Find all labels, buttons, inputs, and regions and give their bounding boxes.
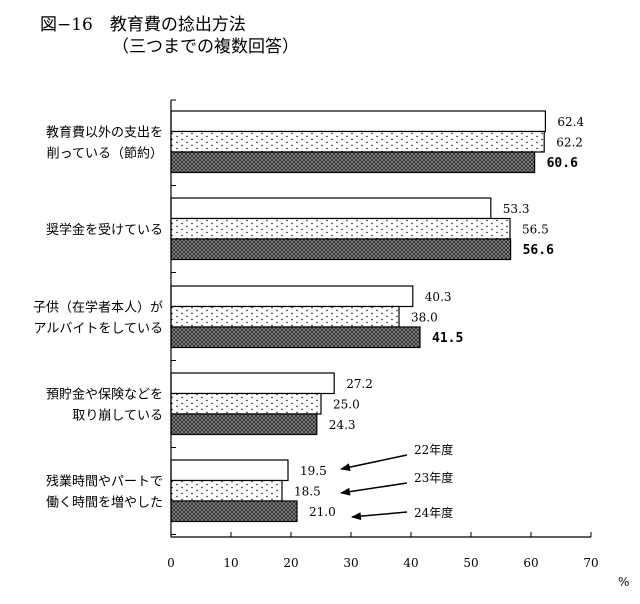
data-label: 56.6 [523, 243, 554, 258]
data-label: 25.0 [333, 397, 360, 411]
legend-entry: 22年度 [414, 442, 453, 457]
chart-subtitle: （三つまでの複数回答） [112, 37, 299, 57]
x-tick-label: 40 [403, 556, 418, 570]
data-label: 41.5 [432, 331, 463, 346]
category-label: 教育費以外の支出を [46, 124, 163, 140]
data-label: 27.2 [346, 377, 373, 391]
data-label: 60.6 [547, 156, 578, 171]
x-tick-label: 50 [463, 556, 478, 570]
category-label: 働く時間を増やした [46, 495, 163, 510]
bar [170, 392, 322, 415]
legend-arrow [340, 454, 408, 472]
bar [170, 217, 511, 240]
bar [170, 459, 289, 482]
bar [170, 500, 298, 523]
x-tick-label: 10 [223, 556, 238, 570]
bar [170, 197, 492, 220]
bar [170, 413, 318, 436]
data-label: 19.5 [300, 464, 327, 478]
bars [170, 110, 546, 523]
legend-arrow [351, 511, 408, 521]
x-tick-label: 20 [283, 556, 298, 570]
category-label: 預貯金や保険などを [46, 386, 163, 402]
category-label: 残業時間やパートで [46, 473, 163, 489]
legend-entry: 23年度 [414, 470, 453, 485]
legend-arrow [340, 482, 408, 496]
category-label: アルバイトをしている [34, 321, 163, 336]
bar [170, 326, 421, 349]
x-tick-label: 70 [583, 556, 598, 570]
data-label: 62.2 [556, 135, 583, 149]
x-tick-label: 30 [343, 556, 358, 570]
axes: 0 10 20 30 40 50 60 70 [167, 99, 599, 570]
bar [170, 372, 335, 395]
x-tick-label: 0 [167, 556, 175, 570]
legend-entry: 24年度 [414, 505, 453, 520]
legend-annotations: 22年度 23年度 24年度 [340, 442, 453, 521]
category-label: 削っている（節約） [47, 146, 163, 161]
category-label: 取り崩している [72, 408, 163, 423]
bar [170, 238, 512, 261]
bar [170, 110, 546, 133]
bar [170, 305, 400, 328]
data-label: 56.5 [522, 222, 549, 236]
x-tick-label: 60 [523, 556, 538, 570]
bar [170, 151, 536, 174]
data-label: 18.5 [294, 484, 321, 498]
x-axis-unit: % [618, 575, 629, 589]
value-labels: 62.4 53.3 40.3 27.2 19.5 62.2 56.5 38.0 25.0 18.5… [294, 115, 584, 519]
category-label: 奨学金を受けている [46, 222, 163, 238]
bar [170, 130, 545, 153]
bar [170, 479, 283, 502]
data-label: 62.4 [557, 115, 584, 129]
data-label: 40.3 [425, 290, 452, 304]
category-label: 子供（在学者本人）が [33, 299, 163, 315]
data-label: 21.0 [309, 505, 336, 519]
bar [170, 285, 414, 308]
data-label: 53.3 [503, 202, 530, 216]
data-label: 24.3 [329, 418, 356, 432]
chart-title: 図−16 教育費の捻出方法 [40, 15, 246, 35]
data-label: 38.0 [411, 310, 438, 324]
